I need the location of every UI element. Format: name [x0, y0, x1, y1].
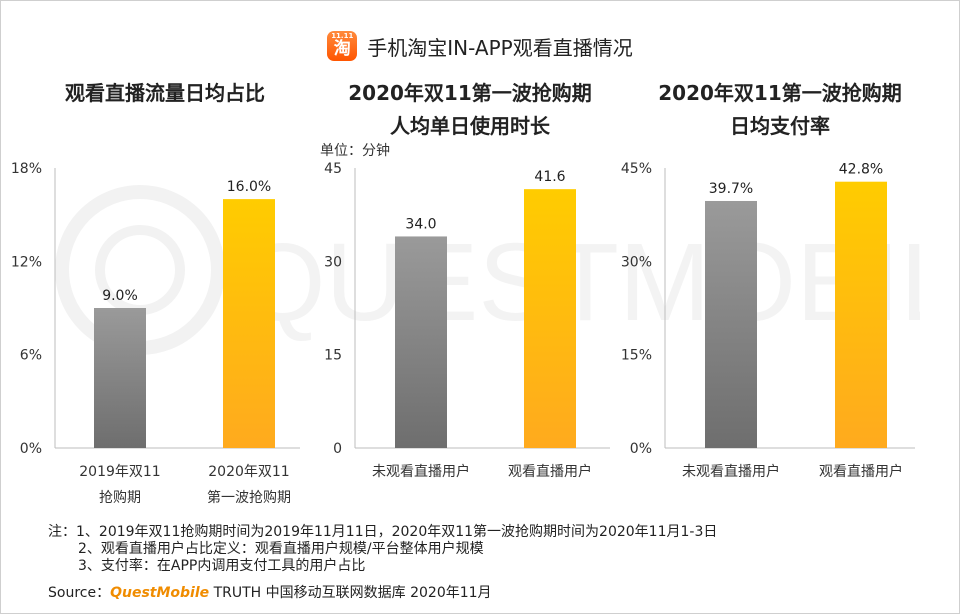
- chart-2-data-label: 34.0: [405, 216, 436, 232]
- chart-2-y-tick-label: 15: [324, 348, 342, 364]
- chart-3-category-label: 观看直播用户: [819, 463, 903, 480]
- chart-1-data-label: 9.0%: [102, 288, 138, 304]
- footnotes: 注：1、2019年双11抢购期时间为2019年11月11日，2020年双11第一…: [48, 524, 717, 575]
- source-prefix: Source：: [48, 585, 111, 601]
- chart-2-category-label: 观看直播用户: [508, 463, 592, 480]
- logo-main-char: 淘: [333, 39, 351, 59]
- chart-3-bar-1: [705, 200, 757, 448]
- footnote-1: 注：1、2019年双11抢购期时间为2019年11月11日，2020年双11第一…: [48, 524, 718, 540]
- chart-1-category-label: 第一波抢购期: [207, 489, 291, 506]
- chart-3-y-tick-label: 15%: [621, 348, 652, 364]
- footnote-2: 2、观看直播用户占比定义：观看直播用户规模/平台整体用户规模: [78, 541, 484, 557]
- source-brand: QuestMobile: [110, 585, 210, 601]
- panel-2-title-line-1: 2020年双11第一波抢购期: [348, 81, 592, 105]
- chart-3-category-label: 未观看直播用户: [682, 463, 780, 480]
- chart-2-bar-2: [524, 189, 576, 448]
- chart-2-bar-1: [395, 236, 447, 448]
- chart-3-bar-2: [835, 181, 887, 448]
- panel-1-title: 观看直播流量日均占比: [20, 77, 310, 110]
- chart-3-y-tick-label: 0%: [630, 441, 652, 457]
- chart-3-y-tick-label: 30%: [621, 254, 652, 270]
- chart-1-category-label: 2019年双11: [79, 464, 160, 480]
- panel-1-title-line: 观看直播流量日均占比: [65, 81, 265, 105]
- main-title: 手机淘宝IN-APP观看直播情况: [367, 35, 633, 60]
- chart-1-y-tick-label: 18%: [11, 161, 42, 177]
- panel-3-title-line-1: 2020年双11第一波抢购期: [658, 81, 902, 105]
- chart-1-y-tick-label: 0%: [20, 441, 42, 457]
- chart-1-bar-1: [94, 308, 146, 448]
- chart-1-category-label: 2020年双11: [208, 464, 289, 480]
- chart-2-y-tick-label: 0: [333, 441, 342, 457]
- taobao-logo-icon: 11.11 淘: [327, 31, 358, 61]
- panel-2-title-line-2: 人均单日使用时长: [390, 114, 550, 138]
- chart-2-data-label: 41.6: [534, 169, 565, 185]
- panel-2-unit-label: 单位：分钟: [320, 143, 390, 159]
- chart-1-category-label: 抢购期: [99, 489, 141, 506]
- chart-1-data-label: 16.0%: [227, 179, 271, 195]
- chart-3-data-label: 39.7%: [709, 181, 753, 197]
- panel-2-title: 2020年双11第一波抢购期 人均单日使用时长: [320, 77, 620, 143]
- chart-2-y-tick-label: 45: [324, 161, 342, 177]
- charts-canvas: 0% 6% 12% 18% 9.0% 2019年双11 抢购期 16.0% 2020年双11 第一…: [11, 161, 915, 506]
- panel-3-title: 2020年双11第一波抢购期 日均支付率: [630, 77, 930, 143]
- chart-1-bar-2: [223, 199, 275, 448]
- source-line: Source：QuestMobile TRUTH 中国移动互联网数据库 2020…: [48, 582, 492, 602]
- chart-2-category-label: 未观看直播用户: [372, 463, 470, 480]
- panel-3-title-line-2: 日均支付率: [730, 114, 830, 138]
- chart-1-y-tick-label: 6%: [20, 348, 42, 364]
- header: 11.11 淘 手机淘宝IN-APP观看直播情况: [0, 28, 960, 64]
- chart-3-y-tick-label: 45%: [621, 161, 652, 177]
- logo-top-text: 11.11: [331, 32, 354, 40]
- chart-2-y-tick-label: 30: [324, 254, 342, 270]
- source-suffix: TRUTH 中国移动互联网数据库 2020年11月: [209, 585, 492, 601]
- chart-1-y-tick-label: 12%: [11, 254, 42, 270]
- footnote-3: 3、支付率：在APP内调用支付工具的用户占比: [78, 558, 366, 574]
- chart-3-data-label: 42.8%: [839, 162, 883, 178]
